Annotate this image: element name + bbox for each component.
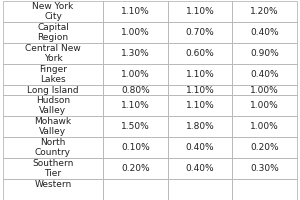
Text: 1.10%: 1.10% — [121, 101, 150, 110]
Bar — [3, 137, 103, 158]
Bar — [103, 22, 168, 43]
Bar — [232, 179, 297, 200]
Text: 0.30%: 0.30% — [250, 164, 279, 173]
Text: 0.60%: 0.60% — [186, 49, 214, 58]
Bar — [232, 64, 297, 85]
Bar — [103, 64, 168, 85]
Text: 1.10%: 1.10% — [186, 101, 214, 110]
Text: Mohawk
Valley: Mohawk Valley — [34, 117, 71, 136]
Text: Long Island: Long Island — [27, 86, 79, 95]
Bar — [168, 85, 232, 95]
Text: 0.20%: 0.20% — [250, 143, 279, 152]
Text: Western: Western — [34, 180, 72, 199]
Text: 0.40%: 0.40% — [250, 28, 279, 37]
Text: 1.30%: 1.30% — [121, 49, 150, 58]
Text: Hudson
Valley: Hudson Valley — [36, 96, 70, 115]
Bar — [3, 85, 103, 95]
Bar — [168, 64, 232, 85]
Text: 0.80%: 0.80% — [121, 86, 150, 95]
Bar — [232, 137, 297, 158]
Bar — [103, 137, 168, 158]
Bar — [168, 22, 232, 43]
Text: 0.20%: 0.20% — [121, 164, 150, 173]
Text: 0.90%: 0.90% — [250, 49, 279, 58]
Text: 1.10%: 1.10% — [121, 7, 150, 16]
Bar — [168, 116, 232, 137]
Text: 0.70%: 0.70% — [186, 28, 214, 37]
Text: 1.10%: 1.10% — [186, 7, 214, 16]
Text: 1.10%: 1.10% — [186, 86, 214, 95]
Bar — [232, 1, 297, 22]
Text: 0.40%: 0.40% — [250, 70, 279, 79]
Bar — [168, 137, 232, 158]
Bar — [3, 116, 103, 137]
Text: Capital
Region: Capital Region — [37, 23, 69, 42]
Text: 1.00%: 1.00% — [121, 70, 150, 79]
Text: 0.10%: 0.10% — [121, 143, 150, 152]
Text: 1.00%: 1.00% — [250, 122, 279, 131]
Bar — [168, 158, 232, 179]
Bar — [232, 43, 297, 64]
Text: 1.00%: 1.00% — [121, 28, 150, 37]
Bar — [232, 158, 297, 179]
Text: 1.80%: 1.80% — [186, 122, 214, 131]
Bar — [168, 95, 232, 116]
Text: 1.00%: 1.00% — [250, 101, 279, 110]
Bar — [103, 1, 168, 22]
Bar — [103, 116, 168, 137]
Bar — [168, 1, 232, 22]
Text: New York
City: New York City — [32, 2, 74, 21]
Bar — [232, 95, 297, 116]
Text: 0.40%: 0.40% — [186, 143, 214, 152]
Bar — [3, 43, 103, 64]
Bar — [232, 116, 297, 137]
Text: Central New
York: Central New York — [25, 44, 81, 63]
Bar — [232, 22, 297, 43]
Bar — [103, 43, 168, 64]
Text: Southern
Tier: Southern Tier — [32, 159, 74, 178]
Bar — [3, 22, 103, 43]
Bar — [103, 179, 168, 200]
Bar — [232, 85, 297, 95]
Text: Finger
Lakes: Finger Lakes — [39, 65, 67, 84]
Bar — [103, 95, 168, 116]
Text: 0.40%: 0.40% — [186, 164, 214, 173]
Bar — [103, 85, 168, 95]
Text: 1.50%: 1.50% — [121, 122, 150, 131]
Text: 1.20%: 1.20% — [250, 7, 279, 16]
Bar — [3, 1, 103, 22]
Bar — [3, 179, 103, 200]
Bar — [103, 158, 168, 179]
Bar — [168, 179, 232, 200]
Bar — [3, 158, 103, 179]
Text: North
Country: North Country — [35, 138, 71, 157]
Text: 1.00%: 1.00% — [250, 86, 279, 95]
Bar — [3, 95, 103, 116]
Bar — [3, 64, 103, 85]
Bar — [168, 43, 232, 64]
Text: 1.10%: 1.10% — [186, 70, 214, 79]
